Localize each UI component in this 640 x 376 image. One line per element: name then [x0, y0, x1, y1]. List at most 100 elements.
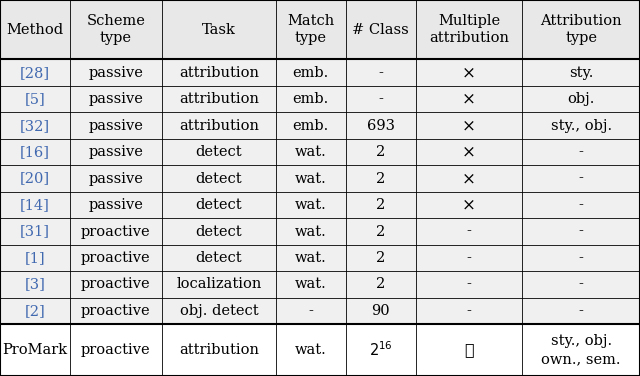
Text: localization: localization	[176, 277, 262, 291]
Text: 2: 2	[376, 277, 385, 291]
Text: proactive: proactive	[81, 277, 150, 291]
Bar	[415, 245, 522, 271]
Text: ×: ×	[462, 91, 476, 108]
Bar	[346, 165, 415, 192]
Bar	[346, 139, 415, 165]
Bar	[0, 59, 70, 86]
Bar	[0, 165, 70, 192]
Text: -: -	[467, 251, 472, 265]
Bar	[522, 324, 640, 376]
Text: ×: ×	[462, 117, 476, 134]
Bar	[162, 271, 276, 298]
Bar	[70, 298, 162, 324]
Bar	[346, 0, 415, 59]
Bar	[415, 139, 522, 165]
Bar	[70, 245, 162, 271]
Text: $2^{16}$: $2^{16}$	[369, 341, 392, 359]
Text: -: -	[579, 171, 584, 186]
Bar	[0, 0, 70, 59]
Bar	[522, 139, 640, 165]
Text: 2: 2	[376, 145, 385, 159]
Text: proactive: proactive	[81, 224, 150, 238]
Bar	[0, 298, 70, 324]
Text: proactive: proactive	[81, 304, 150, 318]
Text: Attribution
type: Attribution type	[540, 14, 622, 45]
Text: wat.: wat.	[295, 224, 326, 238]
Text: wat.: wat.	[295, 251, 326, 265]
Bar	[70, 59, 162, 86]
Text: -: -	[579, 304, 584, 318]
Text: ×: ×	[462, 197, 476, 214]
Text: 2: 2	[376, 224, 385, 238]
Bar	[415, 324, 522, 376]
Bar	[276, 165, 346, 192]
Bar	[0, 112, 70, 139]
Bar	[522, 112, 640, 139]
Bar	[276, 271, 346, 298]
Bar	[70, 271, 162, 298]
Text: sty., obj.: sty., obj.	[550, 119, 612, 133]
Text: proactive: proactive	[81, 251, 150, 265]
Text: passive: passive	[88, 145, 143, 159]
Bar	[70, 324, 162, 376]
Bar	[0, 245, 70, 271]
Text: ×: ×	[462, 64, 476, 81]
Bar	[276, 324, 346, 376]
Text: detect: detect	[196, 171, 242, 186]
Text: -: -	[467, 277, 472, 291]
Bar	[70, 0, 162, 59]
Bar	[346, 324, 415, 376]
Bar	[522, 271, 640, 298]
Bar	[346, 192, 415, 218]
Text: 2: 2	[376, 251, 385, 265]
Bar	[346, 271, 415, 298]
Bar	[162, 0, 276, 59]
Text: -: -	[579, 277, 584, 291]
Text: detect: detect	[196, 251, 242, 265]
Bar	[346, 86, 415, 112]
Bar	[162, 218, 276, 245]
Text: wat.: wat.	[295, 198, 326, 212]
Text: -: -	[308, 304, 313, 318]
Text: proactive: proactive	[81, 343, 150, 357]
Text: obj. detect: obj. detect	[180, 304, 258, 318]
Bar	[70, 218, 162, 245]
Text: -: -	[579, 224, 584, 238]
Bar	[162, 86, 276, 112]
Bar	[0, 139, 70, 165]
Text: -: -	[467, 304, 472, 318]
Text: # Class: # Class	[352, 23, 409, 37]
Bar	[522, 245, 640, 271]
Bar	[162, 298, 276, 324]
Bar	[276, 59, 346, 86]
Text: -: -	[378, 92, 383, 106]
Bar	[70, 192, 162, 218]
Text: [3]: [3]	[24, 277, 45, 291]
Text: [2]: [2]	[24, 304, 45, 318]
Bar	[70, 165, 162, 192]
Bar	[0, 86, 70, 112]
Bar	[0, 324, 70, 376]
Text: attribution: attribution	[179, 343, 259, 357]
Text: attribution: attribution	[179, 66, 259, 80]
Text: [31]: [31]	[20, 224, 50, 238]
Bar	[415, 86, 522, 112]
Bar	[276, 139, 346, 165]
Bar	[415, 298, 522, 324]
Bar	[415, 59, 522, 86]
Text: Multiple
attribution: Multiple attribution	[429, 14, 509, 45]
Text: wat.: wat.	[295, 145, 326, 159]
Bar	[276, 245, 346, 271]
Text: ProMark: ProMark	[3, 343, 67, 357]
Text: [28]: [28]	[20, 66, 50, 80]
Bar	[415, 0, 522, 59]
Text: passive: passive	[88, 92, 143, 106]
Bar	[276, 218, 346, 245]
Bar	[162, 245, 276, 271]
Text: [1]: [1]	[24, 251, 45, 265]
Text: sty.: sty.	[569, 66, 593, 80]
Bar	[70, 139, 162, 165]
Text: passive: passive	[88, 66, 143, 80]
Text: emb.: emb.	[292, 119, 329, 133]
Text: [16]: [16]	[20, 145, 50, 159]
